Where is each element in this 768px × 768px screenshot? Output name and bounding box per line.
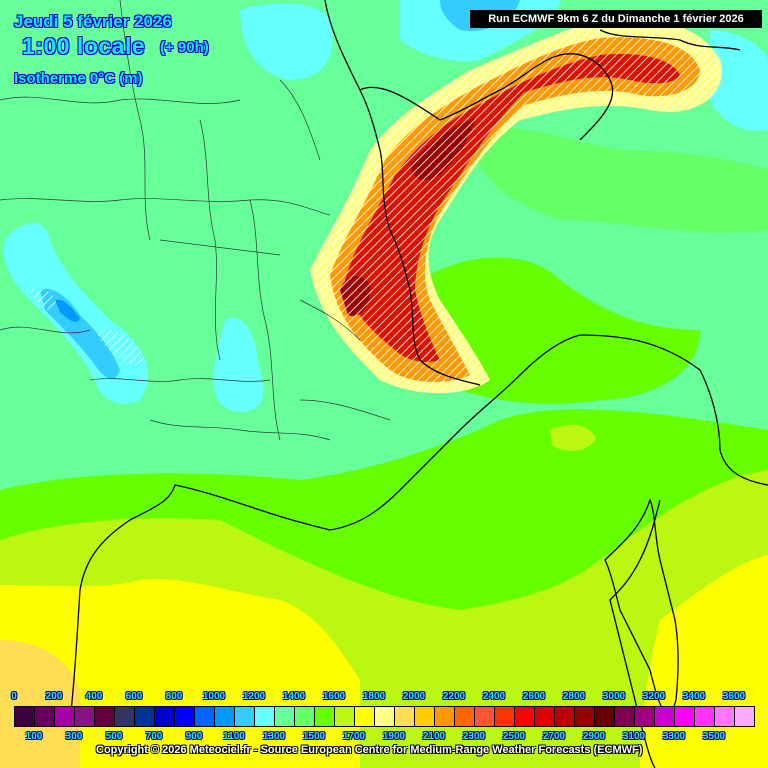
parameter-label: Isotherme 0°C (m) xyxy=(14,70,144,88)
legend-label-bottom: 2300 xyxy=(462,731,486,742)
legend-swatch xyxy=(355,707,375,726)
legend-swatches xyxy=(14,706,755,727)
legend-label-top: 400 xyxy=(85,691,103,702)
legend-swatch xyxy=(235,707,255,726)
legend-label-bottom: 1300 xyxy=(262,731,286,742)
legend-label-bottom: 2700 xyxy=(542,731,566,742)
green-patch-east xyxy=(420,257,700,404)
legend-swatch xyxy=(195,707,215,726)
legend-label-bottom: 3300 xyxy=(662,731,686,742)
copyright: Copyright © 2026 Meteociel.fr - Source E… xyxy=(96,744,643,756)
forecast-date: Jeudi 5 février 2026 xyxy=(14,12,173,32)
legend-swatch xyxy=(575,707,595,726)
run-info: Run ECMWF 9km 6 Z du Dimanche 1 février … xyxy=(470,10,762,28)
legend-swatch xyxy=(695,707,715,726)
border-france-italy xyxy=(324,0,481,386)
legend-swatch xyxy=(315,707,335,726)
legend-swatch xyxy=(335,707,355,726)
legend-label-top: 1800 xyxy=(362,691,386,702)
legend-swatch xyxy=(155,707,175,726)
legend-label-top: 2000 xyxy=(402,691,426,702)
forecast-time: 1:00 locale xyxy=(21,33,146,60)
contour-yellow-pale xyxy=(0,640,80,768)
lead-time: (+ 90h) xyxy=(160,39,210,57)
legend-swatch xyxy=(475,707,495,726)
legend-label-bottom: 300 xyxy=(65,731,83,742)
legend-label-top: 2600 xyxy=(522,691,546,702)
legend-label-bottom: 3500 xyxy=(702,731,726,742)
alpine-hatching xyxy=(310,18,722,394)
legend-swatch xyxy=(735,707,754,726)
legend-swatch xyxy=(435,707,455,726)
legend-label-top: 0 xyxy=(11,691,17,702)
legend-swatch xyxy=(495,707,515,726)
legend-swatch xyxy=(635,707,655,726)
legend-swatch xyxy=(455,707,475,726)
legend-label-bottom: 500 xyxy=(105,731,123,742)
legend-label-top: 200 xyxy=(45,691,63,702)
legend-label-top: 800 xyxy=(165,691,183,702)
legend-label-top: 2200 xyxy=(442,691,466,702)
border-austria xyxy=(599,29,741,51)
legend-swatch xyxy=(95,707,115,726)
legend-label-bottom: 2900 xyxy=(582,731,606,742)
legend-label-bottom: 900 xyxy=(185,731,203,742)
legend-label-top: 1600 xyxy=(322,691,346,702)
legend-swatch xyxy=(255,707,275,726)
corsica xyxy=(604,498,679,722)
legend-swatch xyxy=(555,707,575,726)
legend-label-top: 1400 xyxy=(282,691,306,702)
legend-swatch xyxy=(715,707,735,726)
legend-swatch xyxy=(675,707,695,726)
legend-swatch xyxy=(615,707,635,726)
legend-swatch xyxy=(275,707,295,726)
dept-borders xyxy=(0,0,391,441)
legend-label-bottom: 2100 xyxy=(422,731,446,742)
legend-label-top: 1200 xyxy=(242,691,266,702)
legend-swatch xyxy=(655,707,675,726)
legend-swatch xyxy=(55,707,75,726)
legend-swatch xyxy=(35,707,55,726)
legend-label-top: 3200 xyxy=(642,691,666,702)
legend-label-top: 1000 xyxy=(202,691,226,702)
legend-swatch xyxy=(115,707,135,726)
legend-swatch xyxy=(535,707,555,726)
cyan-area-center xyxy=(213,317,264,412)
legend-label-bottom: 2500 xyxy=(502,731,526,742)
cyan-area-far-ne xyxy=(710,30,768,131)
legend-swatch xyxy=(215,707,235,726)
green-patch-north xyxy=(470,127,768,233)
legend-label-bottom: 1500 xyxy=(302,731,326,742)
border-switzerland xyxy=(359,53,614,141)
legend-swatch xyxy=(15,707,35,726)
color-legend: Copyright © 2026 Meteociel.fr - Source E… xyxy=(0,688,768,768)
legend-label-bottom: 700 xyxy=(145,731,163,742)
legend-swatch xyxy=(395,707,415,726)
legend-label-top: 3600 xyxy=(722,691,746,702)
legend-label-top: 2800 xyxy=(562,691,586,702)
legend-label-top: 600 xyxy=(125,691,143,702)
legend-swatch xyxy=(415,707,435,726)
legend-label-top: 2400 xyxy=(482,691,506,702)
west-hatching xyxy=(30,289,145,364)
legend-swatch xyxy=(295,707,315,726)
legend-swatch xyxy=(175,707,195,726)
coastline-south xyxy=(69,334,768,721)
legend-label-bottom: 1900 xyxy=(382,731,406,742)
legend-swatch xyxy=(595,707,615,726)
lighter-green-spot xyxy=(550,424,596,451)
legend-label-bottom: 100 xyxy=(25,731,43,742)
legend-label-bottom: 1700 xyxy=(342,731,366,742)
legend-swatch xyxy=(135,707,155,726)
legend-swatch xyxy=(515,707,535,726)
legend-label-bottom: 3100 xyxy=(622,731,646,742)
legend-swatch xyxy=(375,707,395,726)
legend-label-bottom: 1100 xyxy=(223,731,245,742)
darker-blue-area-west xyxy=(55,299,80,322)
legend-swatch xyxy=(75,707,95,726)
cyan-area-north xyxy=(240,3,333,80)
legend-label-top: 3400 xyxy=(682,691,706,702)
legend-label-top: 3000 xyxy=(602,691,626,702)
